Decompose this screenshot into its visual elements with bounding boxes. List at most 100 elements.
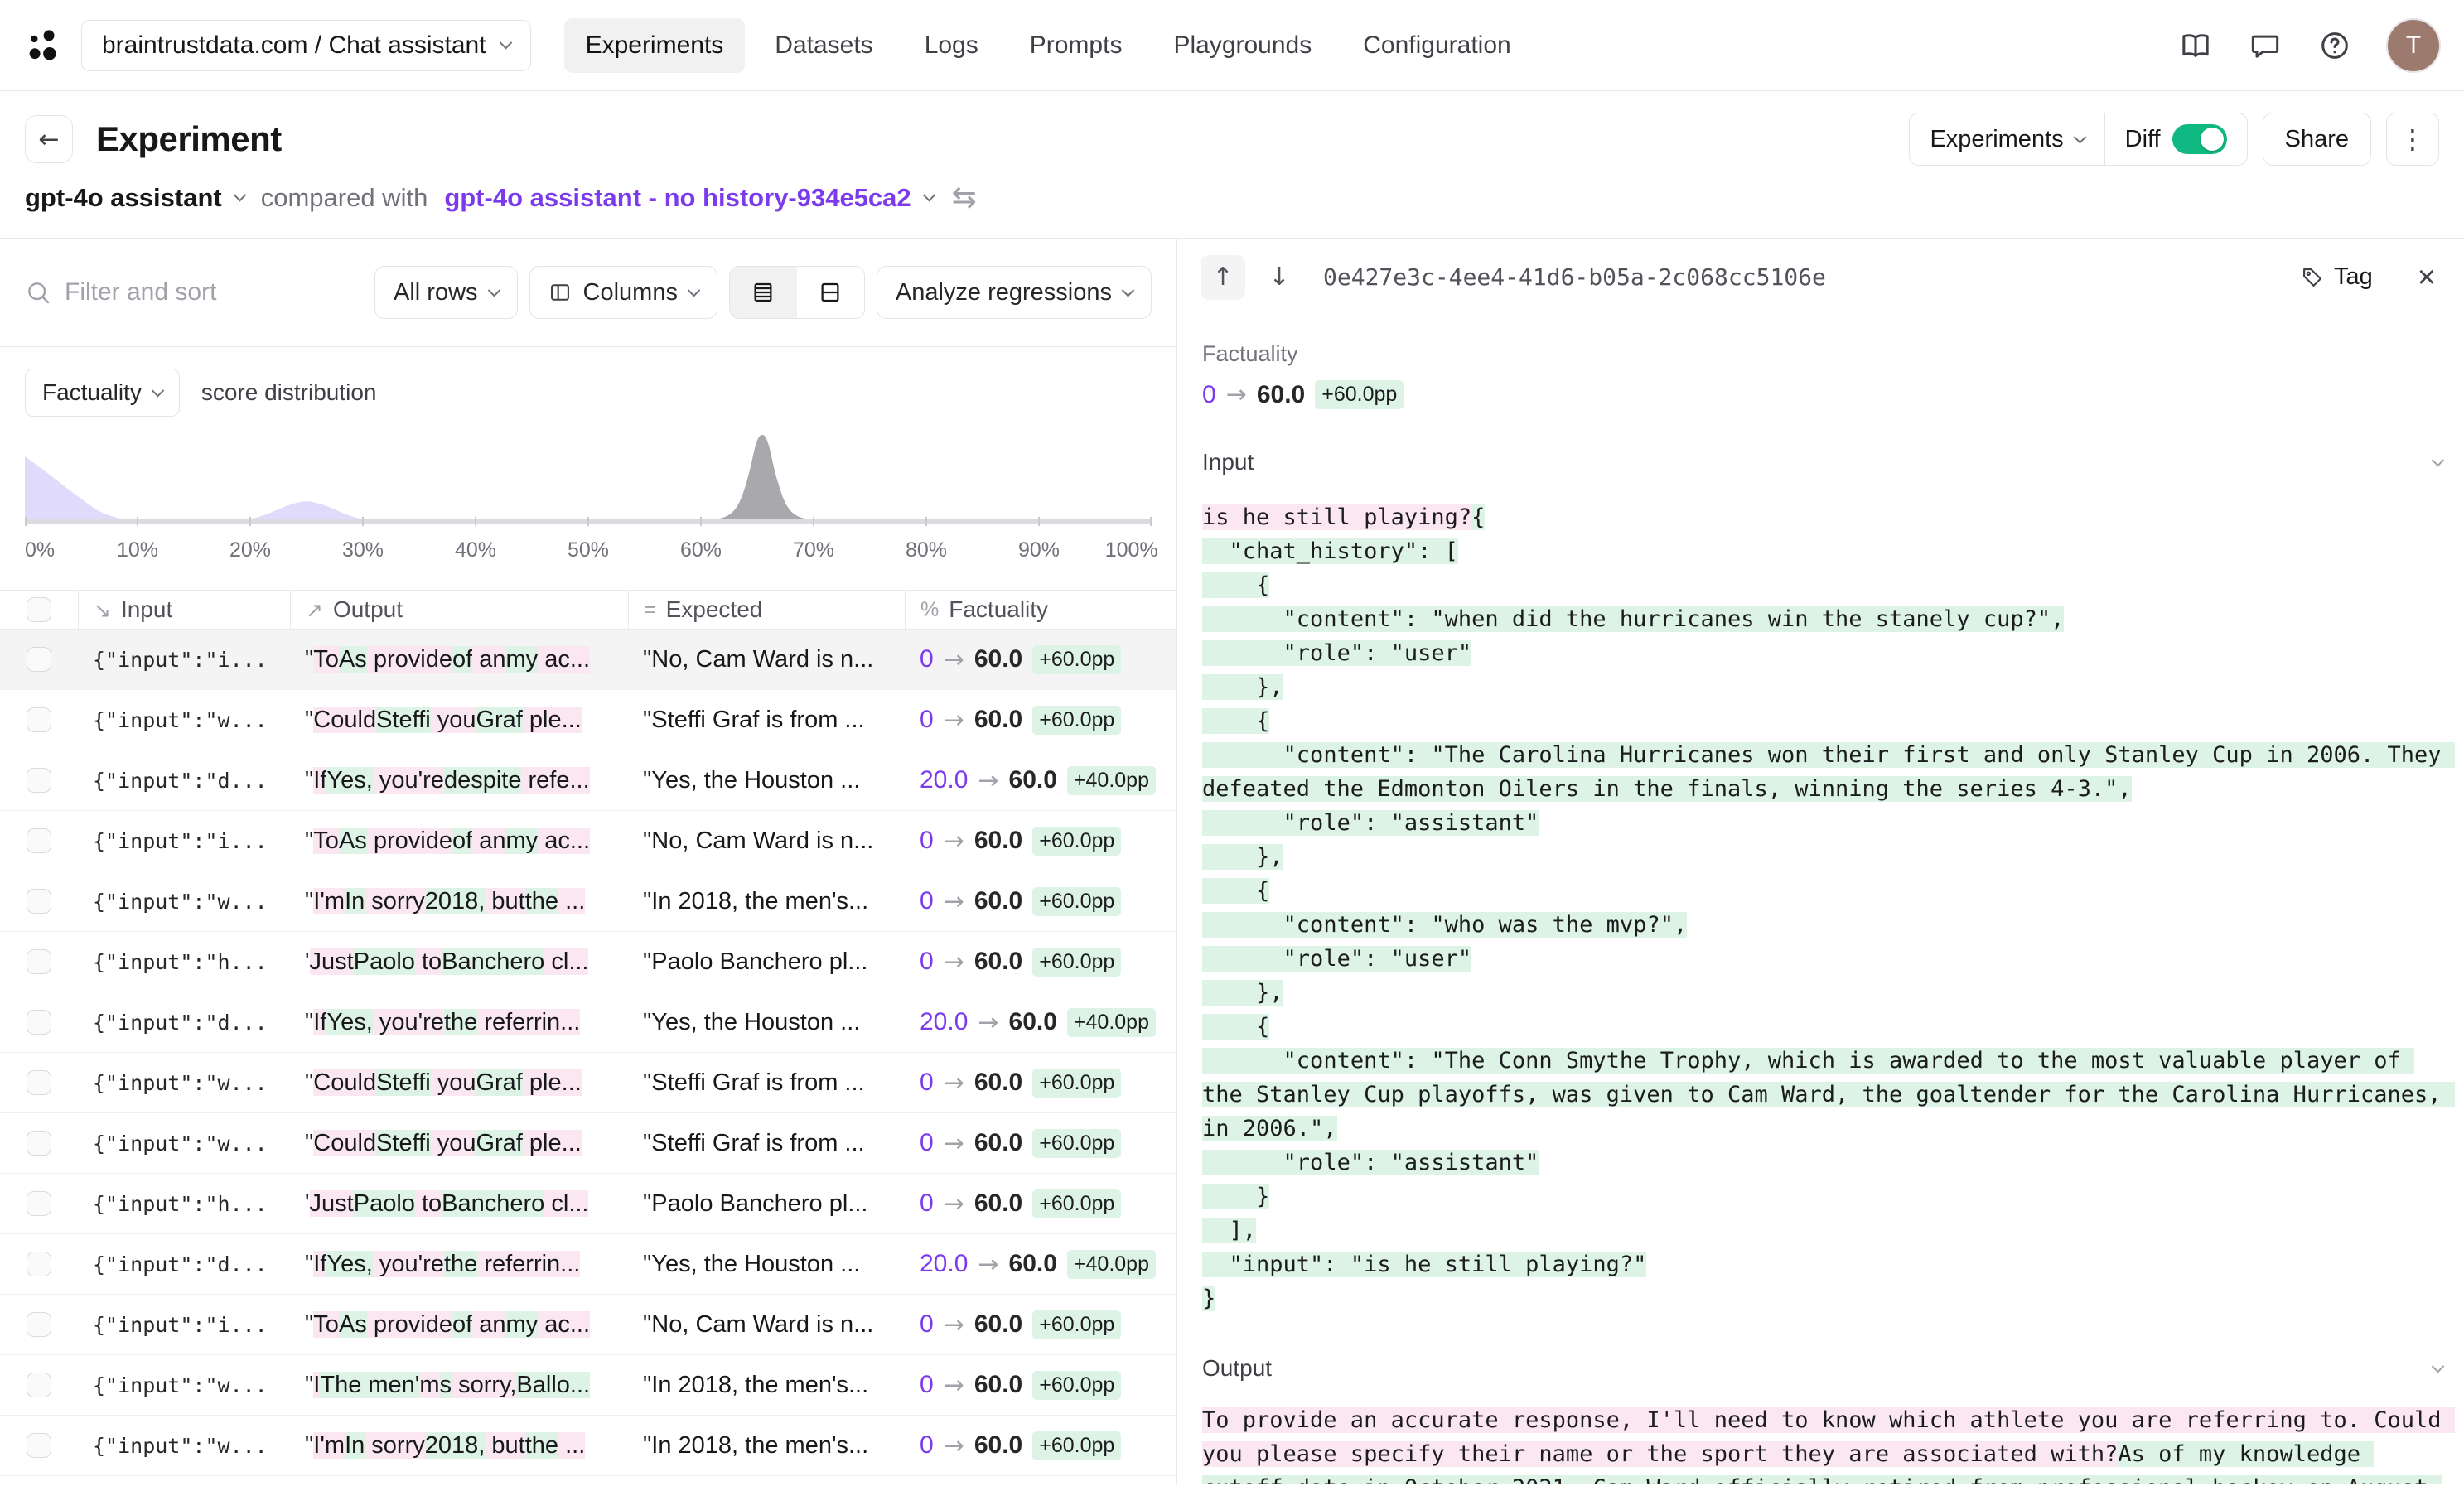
diff-segment: As [338,1310,367,1338]
column-header-input[interactable]: ↘ Input [78,591,290,629]
score-delta-badge: +60.0pp [1032,1128,1122,1158]
compact-rows-button[interactable] [729,267,797,318]
chevron-down-icon [233,188,246,202]
row-checkbox[interactable] [27,768,51,793]
close-panel-icon[interactable]: × [2417,259,2436,295]
diff-segment: To [313,1310,339,1338]
tall-rows-button[interactable] [796,267,864,318]
cell-input: {"input":"d... [93,768,268,793]
row-checkbox[interactable] [27,1252,51,1276]
diff-segment: you [430,706,476,733]
diff-segment: Steffi [376,706,431,733]
cell-output: "IfYes, you'redespite refe... [290,766,628,794]
diff-segment: " [305,1129,314,1156]
analyze-regressions-dropdown[interactable]: Analyze regressions [876,266,1152,319]
project-selector[interactable]: braintrustdata.com / Chat assistant [81,19,531,71]
table-row[interactable]: {"input":"h... 'JustPaolo toBanchero cl..… [0,1174,1176,1234]
feedback-icon[interactable] [2249,29,2282,62]
tab-datasets[interactable]: Datasets [775,31,873,59]
table-row[interactable]: {"input":"w... "I'mIn sorry2018, butthe .… [0,1416,1176,1476]
score-before: 0 [1202,380,1216,408]
filter-search[interactable] [25,278,363,306]
table-row[interactable]: {"input":"i... "ToAs provideof anmy ac...… [0,811,1176,871]
next-row-button[interactable]: ↓ [1268,263,1290,292]
more-options-button[interactable]: ⋮ [2386,113,2439,166]
cell-output: "CouldSteffi youGraf ple... [290,706,628,734]
comparison-experiment-selector[interactable]: gpt-4o assistant - no history-934e5ca2 [444,183,935,213]
table-row[interactable]: {"input":"d... "IfYes, you'redespite refe… [0,750,1176,811]
compared-with-label: compared with [260,182,428,212]
diff-segment: { [1202,878,1270,904]
diff-segment: Yes, [326,1250,373,1277]
cell-expected: "No, Cam Ward is n... [643,827,874,854]
diff-segment: to [414,948,442,975]
tag-button[interactable]: Tag [2301,263,2373,291]
table-row[interactable]: {"input":"w... "IThe men'ms sorry,Ballo..… [0,1355,1176,1416]
score-after: 60.0 [1008,1008,1057,1035]
tab-prompts[interactable]: Prompts [1029,31,1123,59]
table-row[interactable]: {"input":"h... 'JustPaolo toBanchero cl..… [0,932,1176,992]
table-row[interactable]: {"input":"i... "ToAs provideof anmy ac...… [0,1295,1176,1355]
score-after: 60.0 [974,948,1023,975]
experiments-diff-group: Experiments Diff [1909,113,2248,166]
column-header-output[interactable]: ↗ Output [290,591,628,629]
help-icon[interactable] [2318,29,2351,62]
row-checkbox[interactable] [27,1070,51,1095]
columns-dropdown[interactable]: Columns [529,266,717,319]
cell-input: {"input":"d... [93,1252,268,1276]
row-checkbox[interactable] [27,889,51,914]
score-after: 60.0 [974,827,1023,854]
row-checkbox[interactable] [27,1312,51,1337]
row-checkbox[interactable] [27,1433,51,1458]
score-before: 20.0 [920,1250,969,1277]
row-checkbox[interactable] [27,707,51,732]
share-button[interactable]: Share [2262,113,2371,166]
filter-input[interactable] [65,278,363,306]
table-row[interactable]: {"input":"d... "IfYes, you'rethe referrin… [0,1234,1176,1295]
cell-factuality: 0 → 60.0 +60.0pp [905,886,1176,916]
row-height-toggle [728,266,865,319]
docs-icon[interactable] [2179,29,2212,62]
cell-input: {"input":"i... [93,828,268,853]
swap-comparison-icon[interactable]: ⇆ [951,181,977,215]
output-section-header[interactable]: Output [1202,1355,2445,1382]
table-row[interactable]: {"input":"w... "CouldSteffi youGraf ple..… [0,1113,1176,1174]
row-select-cell [0,1252,78,1276]
table-row[interactable]: {"input":"w... "I'mIn sorry2018, butthe .… [0,871,1176,932]
row-checkbox[interactable] [27,1373,51,1397]
diff-segment: "role": "user" [1202,946,1472,972]
table-row[interactable]: {"input":"w... "CouldSteffi youGraf ple..… [0,690,1176,750]
column-header-expected[interactable]: = Expected [628,591,905,629]
row-checkbox[interactable] [27,828,51,853]
row-checkbox[interactable] [27,1010,51,1035]
tab-playgrounds[interactable]: Playgrounds [1173,31,1312,59]
table-row[interactable]: {"input":"i... "ToAs provideof anmy ac...… [0,630,1176,690]
metric-dropdown[interactable]: Factuality [25,369,180,417]
row-checkbox[interactable] [27,647,51,672]
row-checkbox[interactable] [27,949,51,974]
all-rows-dropdown[interactable]: All rows [374,266,518,319]
previous-row-button[interactable]: ↑ [1201,254,1245,300]
row-checkbox[interactable] [27,1191,51,1216]
back-button[interactable]: ← [25,115,73,163]
code-line: } [1202,1281,2442,1315]
tab-logs[interactable]: Logs [924,31,978,59]
user-avatar[interactable]: T [2388,19,2439,71]
table-row[interactable]: {"input":"d... "IfYes, you'rethe referrin… [0,992,1176,1053]
experiments-dropdown[interactable]: Experiments [1910,113,2104,165]
tab-configuration[interactable]: Configuration [1363,31,1511,59]
base-experiment-selector[interactable]: gpt-4o assistant [25,183,246,213]
arrow-right-icon: → [943,1310,964,1339]
axis-tick-label: 90% [1017,538,1060,562]
row-checkbox[interactable] [27,1131,51,1156]
code-line: "content": "The Carolina Hurricanes won … [1202,738,2455,806]
table-row[interactable]: {"input":"w... "CouldSteffi youGraf ple..… [0,1053,1176,1113]
tab-experiments[interactable]: Experiments [563,17,746,73]
column-header-factuality[interactable]: % Factuality [905,591,1176,629]
input-section-header[interactable]: Input [1202,449,2445,475]
diff-toggle[interactable] [2172,124,2227,154]
diff-segment: " [305,1371,314,1398]
diff-segment: my [505,645,539,673]
select-all-checkbox[interactable] [27,597,51,622]
score-before: 0 [920,1189,934,1217]
